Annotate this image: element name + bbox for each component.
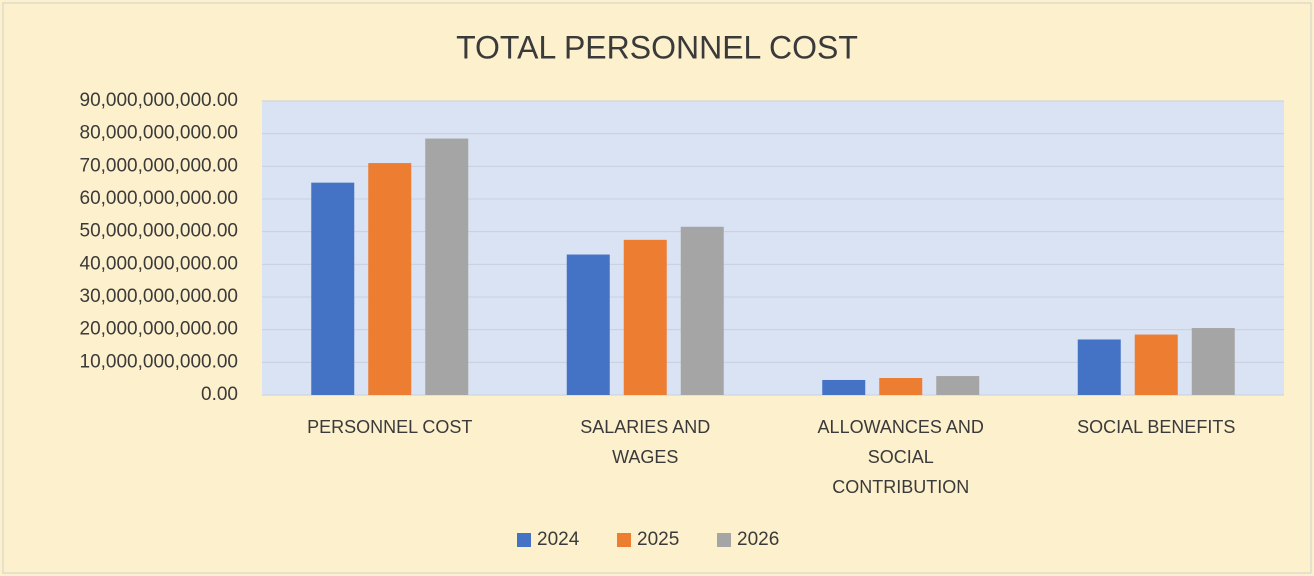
bar [1134,334,1178,395]
y-tick-label: 80,000,000,000.00 [80,123,239,144]
bar [879,378,923,395]
y-tick-label: 40,000,000,000.00 [80,253,239,274]
bar [311,182,355,395]
x-tick-label: SOCIAL BENEFITS [1077,417,1236,437]
legend-label: 2024 [537,529,580,550]
y-tick-label: 0.00 [201,384,238,405]
bar [425,138,469,396]
legend-label: 2026 [737,529,779,550]
y-tick-label: 30,000,000,000.00 [80,286,239,307]
y-tick-label: 10,000,000,000.00 [80,351,239,372]
legend-swatch [717,533,731,547]
x-tick-label: PERSONNEL COST [307,417,473,437]
x-tick-label: SALARIES AND WAGES [580,417,711,467]
chart-title: TOTAL PERSONNEL COST [456,29,858,65]
bar [822,379,866,395]
x-tick-label: ALLOWANCES AND SOCIAL CONTRIBUTION [817,417,984,497]
y-tick-label: 60,000,000,000.00 [80,188,239,209]
bar [1191,328,1235,395]
y-tick-label: 50,000,000,000.00 [80,221,239,242]
bar [566,254,610,395]
bar [623,239,667,395]
bar [680,226,724,395]
bar [936,376,980,395]
y-tick-label: 70,000,000,000.00 [80,155,239,176]
legend-swatch [617,533,631,547]
legend-swatch [517,533,531,547]
legend-label: 2025 [637,529,679,550]
y-tick-label: 20,000,000,000.00 [80,319,239,340]
bar [368,163,412,395]
bar [1077,339,1121,395]
y-tick-label: 90,000,000,000.00 [80,90,239,111]
plot-area [262,101,1284,395]
